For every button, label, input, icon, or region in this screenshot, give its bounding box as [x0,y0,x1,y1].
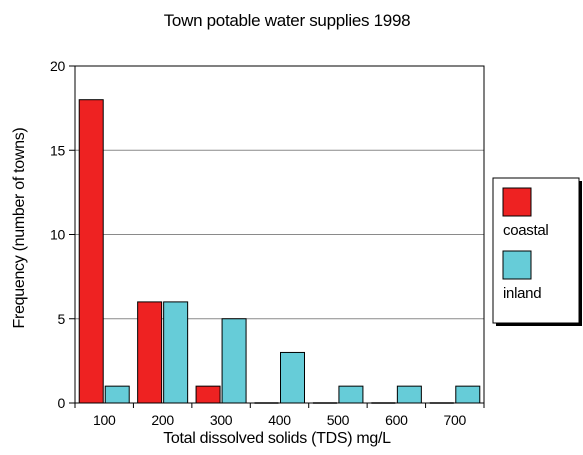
x-tick-label: 200 [151,412,174,428]
bar-coastal-300 [195,385,221,404]
bar-coastal-200 [137,301,163,404]
x-tick-label: 300 [210,412,233,428]
bar-inland-200 [163,301,189,404]
legend: coastal inland [492,177,582,326]
x-tick-label: 700 [444,412,467,428]
x-axis-label: Total dissolved solids (TDS) mg/L [163,430,391,447]
x-tick-label: 400 [268,412,291,428]
legend-label-coastal: coastal [503,222,548,239]
bar-inland-500 [338,385,364,404]
bar-inland-700 [455,385,481,404]
legend-swatch-inland [502,250,532,280]
bar-coastal-100 [78,99,104,404]
x-tick-label: 100 [93,412,116,428]
x-tick-label: 500 [327,412,350,428]
legend-label-inland: inland [503,285,541,302]
x-tick-label: 600 [385,412,408,428]
y-tick-label: 0 [58,395,66,411]
y-tick-label: 10 [50,227,65,243]
plot-area: 0 5 10 15 20 100 200 300 400 500 600 700 [50,58,485,428]
legend-swatch-coastal [502,187,532,217]
y-tick-label: 5 [58,311,66,327]
y-axis-label: Frequency (number of towns) [11,128,28,329]
bar-inland-100 [104,385,130,404]
plot-frame [74,65,485,404]
bar-inland-300 [221,318,247,404]
y-tick-label: 15 [50,142,65,158]
bar-inland-400 [280,351,305,404]
chart-title: Town potable water supplies 1998 [164,11,411,30]
bar-inland-600 [396,385,422,404]
y-tick-label: 20 [50,58,65,74]
